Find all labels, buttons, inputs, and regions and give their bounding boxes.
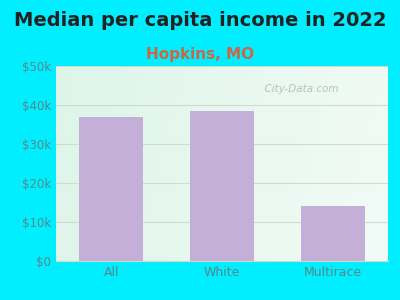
Text: Hopkins, MO: Hopkins, MO (146, 46, 254, 62)
Bar (300, 206, 365, 261)
Text: City-Data.com: City-Data.com (258, 84, 339, 94)
Bar (79, 117, 144, 261)
Text: Median per capita income in 2022: Median per capita income in 2022 (14, 11, 386, 29)
Bar (190, 111, 254, 261)
